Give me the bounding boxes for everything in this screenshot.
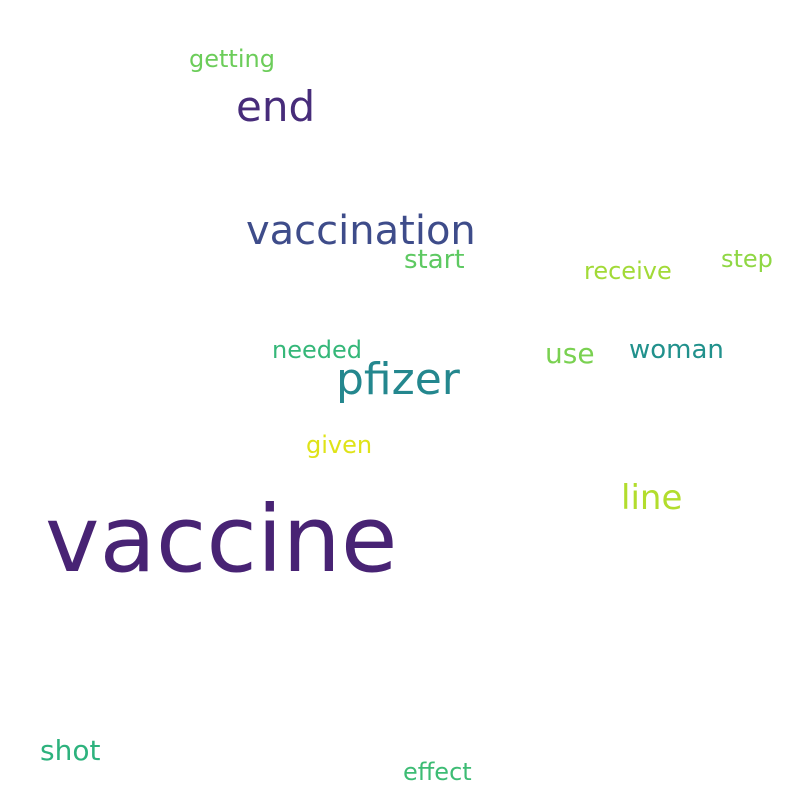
word-effect: effect [403,758,472,786]
word-start: start [404,245,465,275]
word-getting: getting [189,45,275,73]
word-step: step [721,245,773,273]
word-pfizer: pfizer [336,354,460,405]
word-end: end [236,82,316,131]
word-given: given [306,431,373,459]
word-line: line [621,478,683,518]
word-needed: needed [272,336,362,364]
word-receive: receive [584,257,672,285]
word-vaccination: vaccination [246,208,476,254]
word-use: use [545,337,595,370]
word-vaccine: vaccine [45,486,398,593]
word-woman: woman [629,335,724,365]
word-shot: shot [40,734,101,767]
